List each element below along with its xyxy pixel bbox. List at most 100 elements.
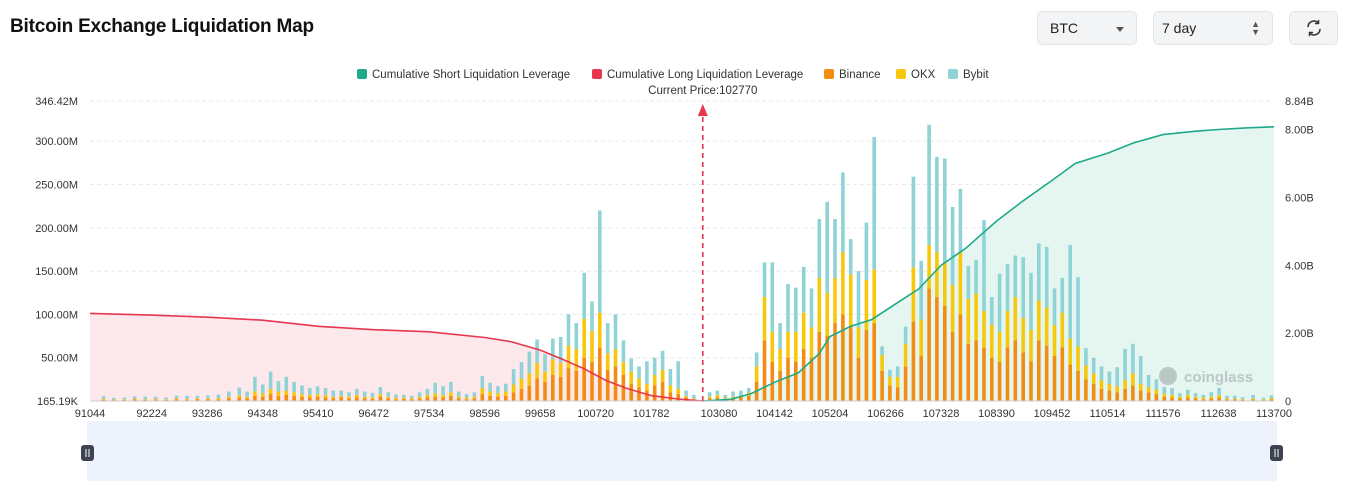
binance-bar — [590, 362, 594, 401]
bybit-bar — [950, 207, 955, 285]
okx-bar — [943, 262, 947, 306]
okx-bar — [449, 392, 453, 396]
okx-bar — [1146, 387, 1151, 393]
x-tick-label: 107328 — [923, 408, 960, 420]
okx-bar — [1029, 330, 1033, 362]
binance-bar — [974, 340, 978, 401]
bybit-bar — [1240, 397, 1245, 399]
bybit-bar — [543, 354, 547, 372]
bybit-bar — [1233, 395, 1237, 399]
okx-bar — [1091, 373, 1096, 384]
x-tick-label: 101782 — [633, 408, 670, 420]
x-tick-label: 99658 — [525, 408, 556, 420]
binance-bar — [132, 399, 137, 401]
okx-bar — [1099, 380, 1104, 389]
okx-bar — [841, 252, 845, 315]
binance-bar — [848, 326, 853, 401]
legend-item[interactable]: Bybit — [948, 69, 989, 81]
bybit-bar — [582, 272, 586, 319]
binance-bar — [362, 398, 367, 401]
legend-item[interactable]: OKX — [896, 69, 936, 81]
range-select[interactable]: 7 day ▲ ▼ — [1153, 11, 1273, 45]
bybit-bar — [261, 384, 265, 394]
refresh-button[interactable] — [1289, 11, 1338, 45]
legend-item[interactable]: Cumulative Short Liquidation Leverage — [357, 69, 570, 81]
bybit-bar — [1068, 245, 1072, 339]
binance-bar — [480, 394, 485, 401]
binance-bar — [943, 305, 947, 401]
legend-swatch — [948, 69, 958, 79]
okx-bar — [809, 327, 814, 358]
binance-bar — [1269, 399, 1274, 401]
bybit-bar — [1261, 397, 1266, 400]
okx-bar — [1225, 398, 1229, 400]
okx-bar — [378, 394, 383, 397]
bybit-bar — [292, 381, 296, 393]
zoom-handle-right[interactable] — [1270, 445, 1283, 461]
binance-bar — [778, 370, 782, 401]
y-right-tick-label: 6.00B — [1285, 192, 1314, 204]
current-price-label: Current Price:102770 — [648, 85, 757, 97]
binance-bar — [433, 396, 437, 401]
binance-bar — [1044, 345, 1049, 401]
binance-bar — [543, 381, 547, 401]
binance-bar — [284, 394, 289, 401]
okx-bar — [1217, 394, 1221, 398]
bybit-bar — [801, 266, 806, 313]
okx-bar — [394, 398, 398, 400]
okx-bar — [762, 297, 767, 341]
okx-bar — [1178, 396, 1182, 399]
binance-bar — [888, 385, 892, 401]
okx-bar — [284, 390, 289, 395]
symbol-select[interactable]: BTC — [1037, 11, 1137, 45]
okx-bar — [1037, 300, 1041, 341]
bybit-bar — [284, 376, 289, 391]
binance-bar — [185, 399, 189, 401]
y-left-tick-label: 300.00M — [35, 136, 78, 148]
binance-bar — [739, 397, 743, 401]
binance-bar — [809, 357, 814, 401]
bybit-bar — [707, 392, 712, 397]
bybit-bar — [809, 288, 814, 328]
bybit-bar — [164, 397, 168, 400]
okx-bar — [566, 345, 571, 369]
bybit-bar — [1107, 371, 1112, 384]
okx-bar — [339, 395, 343, 398]
bybit-bar — [817, 219, 822, 278]
okx-bar — [935, 252, 939, 297]
binance-bar — [676, 394, 680, 401]
okx-bar — [433, 393, 437, 397]
okx-bar — [355, 394, 359, 398]
bybit-bar — [974, 259, 978, 294]
legend-item[interactable]: Binance — [824, 69, 881, 81]
okx-bar — [966, 298, 971, 344]
bybit-bar — [943, 158, 947, 263]
bybit-bar — [488, 382, 492, 392]
binance-bar — [449, 395, 453, 401]
binance-bar — [441, 397, 445, 401]
legend-swatch — [592, 69, 602, 79]
okx-bar — [621, 362, 626, 375]
okx-bar — [425, 394, 430, 398]
binance-bar — [488, 395, 492, 401]
bybit-bar — [1186, 389, 1190, 395]
x-tick-label: 103080 — [701, 408, 738, 420]
bybit-bar — [216, 394, 221, 399]
zoom-slider-track[interactable] — [87, 421, 1277, 481]
zoom-handle-left[interactable] — [81, 445, 94, 461]
binance-bar — [958, 314, 963, 401]
binance-bar — [715, 397, 720, 401]
binance-bar — [417, 398, 422, 401]
okx-bar — [456, 396, 461, 399]
bybit-bar — [276, 381, 281, 392]
bybit-bar — [1021, 257, 1025, 318]
okx-bar — [676, 388, 680, 395]
bybit-bar — [315, 386, 320, 395]
bybit-bar — [715, 390, 720, 395]
okx-bar — [132, 398, 137, 400]
okx-bar — [292, 392, 296, 396]
bybit-bar — [1052, 288, 1057, 325]
bybit-bar — [323, 388, 328, 395]
legend-item[interactable]: Cumulative Long Liquidation Leverage — [592, 69, 803, 81]
